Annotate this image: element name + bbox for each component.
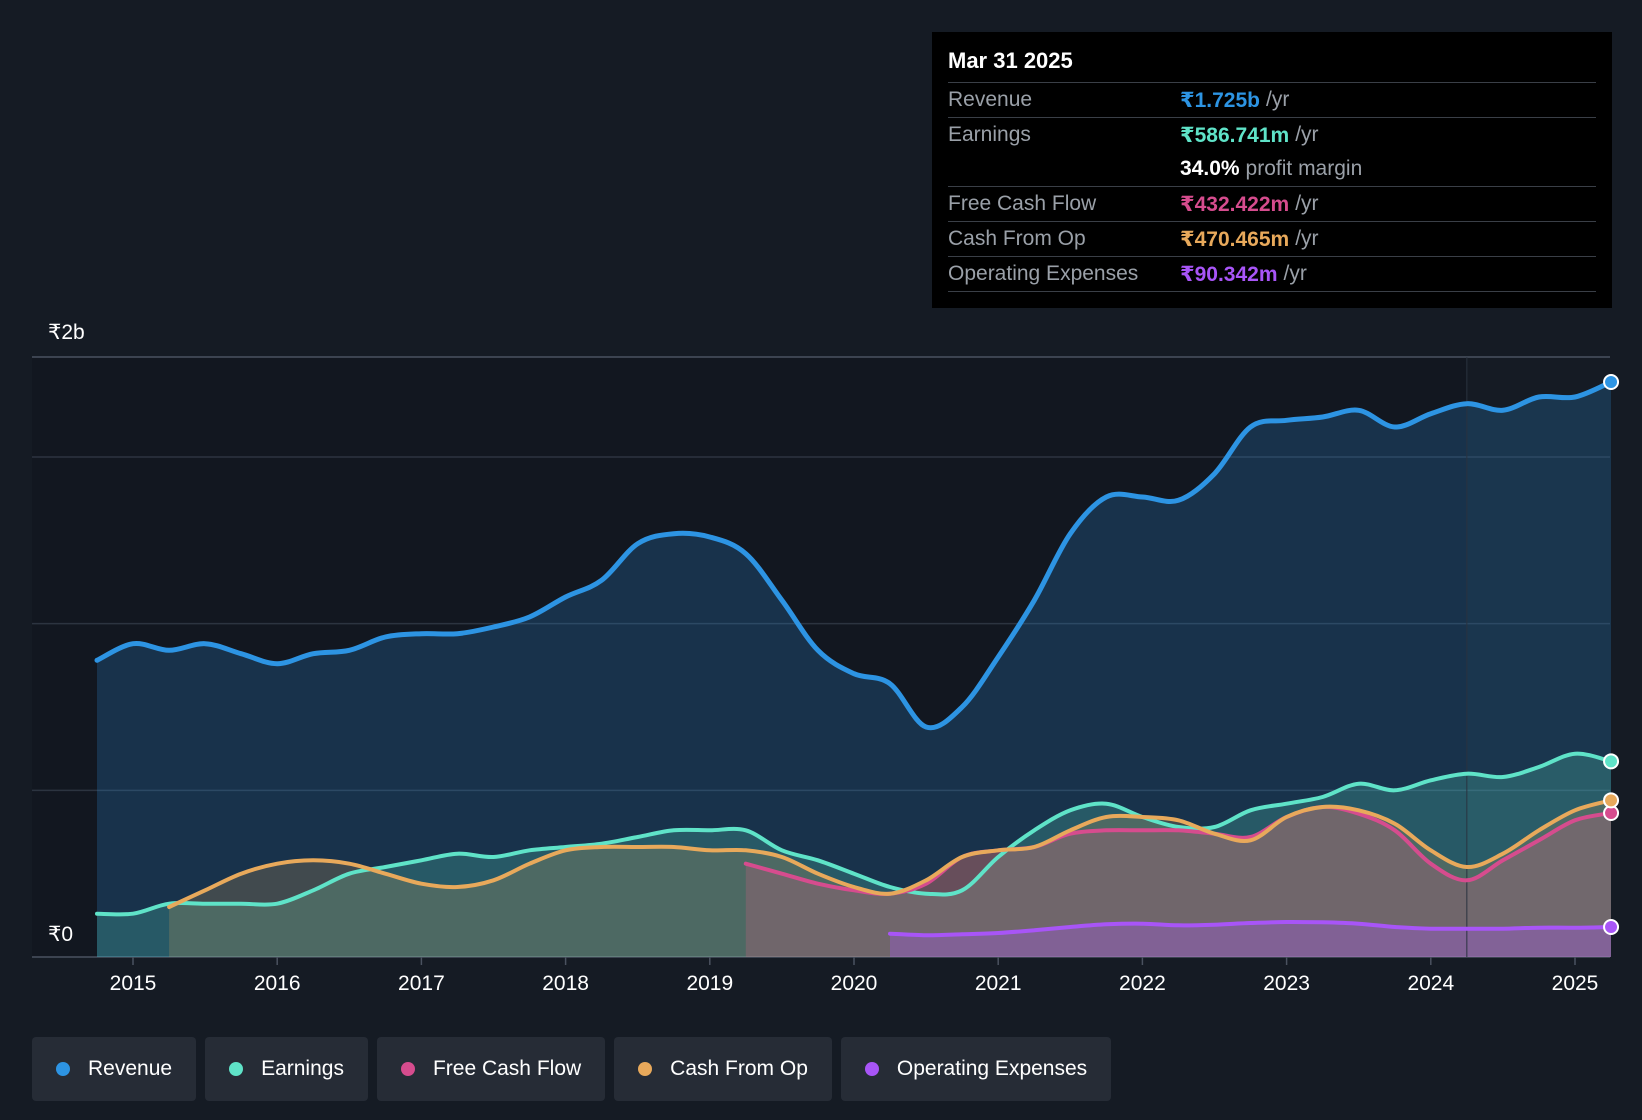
tooltip-margin-text: profit margin — [1245, 157, 1363, 180]
endpoint-cfo — [1603, 792, 1620, 809]
endpoint-earnings — [1603, 753, 1620, 770]
legend: Revenue Earnings Free Cash Flow Cash Fro… — [32, 1037, 1112, 1101]
tooltip-value: ₹586.741m — [1180, 123, 1290, 147]
line-revenue — [94, 379, 1614, 731]
x-tick-label: 2017 — [398, 972, 445, 995]
legend-label: Earnings — [261, 1057, 344, 1080]
endpoint-opex — [1603, 919, 1620, 935]
tooltip-row-fcf: Free Cash Flow ₹432.422m /yr — [948, 186, 1596, 221]
tooltip-label: Cash From Op — [948, 227, 1086, 250]
area-cfo — [169, 800, 1612, 957]
x-tick-label: 2016 — [254, 972, 301, 995]
tooltip-value: ₹432.422m — [1180, 192, 1290, 216]
legend-dot-icon — [229, 1062, 244, 1076]
tooltip-unit: /yr — [1295, 227, 1319, 250]
x-tick-label: 2019 — [686, 972, 733, 995]
area-revenue — [97, 382, 1611, 957]
x-tick-label: 2015 — [110, 972, 157, 995]
tooltip-row-earnings: Earnings ₹586.741m /yr — [948, 117, 1596, 152]
tooltip-unit: /yr — [1295, 192, 1319, 215]
chart: 2015 2016 2017 2018 2019 2020 2021 2022 2023 2024… — [32, 321, 1620, 995]
x-tick-label: 2022 — [1119, 972, 1166, 995]
tooltip-label: Operating Expenses — [948, 262, 1139, 285]
legend-dot-icon — [638, 1062, 653, 1076]
legend-dot-icon — [56, 1062, 70, 1076]
line-cfo — [167, 798, 1613, 909]
tooltip-unit: /yr — [1283, 262, 1307, 285]
x-axis-ticks: 2015 2016 2017 2018 2019 2020 2021 2022 2023 2024… — [110, 957, 1599, 995]
area-opex — [890, 921, 1611, 957]
legend-label: Operating Expenses — [896, 1057, 1088, 1080]
x-tick-label: 2018 — [542, 972, 589, 995]
tooltip-value: ₹1.725b — [1180, 88, 1260, 112]
tooltip-label: Revenue — [948, 88, 1033, 111]
tooltip-row-cfo: Cash From Op ₹470.465m /yr — [948, 221, 1596, 256]
tooltip-date: Mar 31 2025 — [948, 48, 1073, 73]
area-earnings — [97, 753, 1611, 957]
y-axis-label-top: ₹2b — [48, 321, 85, 344]
tooltip-row-margin: 34.0% profit margin — [948, 152, 1596, 186]
endpoint-revenue — [1603, 374, 1620, 390]
line-opex — [888, 919, 1613, 938]
legend-label: Revenue — [88, 1057, 173, 1080]
series-lines — [94, 379, 1614, 938]
tooltip-row-opex: Operating Expenses ₹90.342m /yr — [948, 256, 1596, 292]
series-endpoints — [1603, 374, 1620, 935]
legend-dot-icon — [400, 1062, 415, 1076]
tooltip: Mar 31 2025 Revenue ₹1.725b /yr Earnings… — [932, 32, 1612, 308]
area-fcf — [745, 806, 1611, 957]
x-tick-label: 2023 — [1263, 972, 1310, 995]
series-areas — [97, 382, 1612, 957]
legend-item-cash-from-op[interactable]: Cash From Op — [614, 1037, 832, 1101]
legend-label: Cash From Op — [670, 1057, 808, 1080]
tooltip-unit: /yr — [1266, 88, 1290, 111]
tooltip-value: ₹90.342m — [1180, 262, 1278, 286]
x-tick-label: 2024 — [1407, 972, 1454, 995]
x-tick-label: 2020 — [831, 972, 878, 995]
tooltip-label: Free Cash Flow — [948, 192, 1097, 215]
tooltip-value: ₹470.465m — [1180, 227, 1290, 251]
legend-item-operating-expenses[interactable]: Operating Expenses — [840, 1037, 1112, 1101]
x-tick-label: 2021 — [975, 972, 1022, 995]
gridlines — [32, 356, 1610, 958]
legend-item-earnings[interactable]: Earnings — [205, 1037, 368, 1101]
legend-label: Free Cash Flow — [432, 1057, 582, 1080]
tooltip-row-revenue: Revenue ₹1.725b /yr — [948, 82, 1596, 117]
legend-item-revenue[interactable]: Revenue — [32, 1037, 197, 1101]
tooltip-label: Earnings — [948, 123, 1031, 146]
tooltip-unit: /yr — [1295, 123, 1319, 146]
line-earnings — [95, 751, 1613, 917]
x-tick-label: 2025 — [1552, 972, 1599, 995]
legend-item-free-cash-flow[interactable]: Free Cash Flow — [376, 1037, 606, 1101]
y-axis-label-bottom: ₹0 — [48, 923, 73, 946]
tooltip-margin-value: 34.0% — [1180, 157, 1240, 180]
legend-dot-icon — [864, 1062, 879, 1076]
